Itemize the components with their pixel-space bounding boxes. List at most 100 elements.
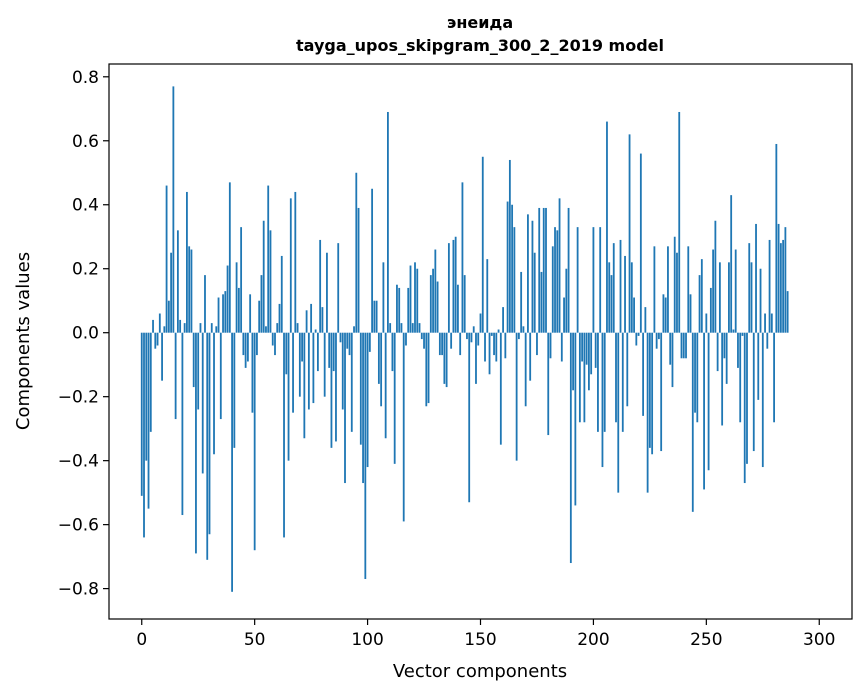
- bar: [639, 153, 642, 333]
- bar: [655, 332, 658, 349]
- bar: [646, 332, 649, 493]
- bar: [732, 329, 735, 333]
- bar: [450, 332, 453, 349]
- bar: [472, 326, 475, 333]
- bar: [274, 332, 276, 356]
- bar: [402, 332, 405, 522]
- bar: [416, 268, 419, 333]
- bar: [495, 332, 498, 362]
- bar: [165, 185, 168, 333]
- bar: [696, 332, 699, 423]
- bar: [502, 307, 504, 333]
- bar: [294, 191, 297, 333]
- y-tick-label: −0.8: [58, 580, 99, 600]
- bar: [752, 332, 755, 452]
- bar: [651, 332, 654, 455]
- bar: [283, 332, 285, 538]
- bar: [624, 255, 626, 333]
- bar: [454, 236, 457, 333]
- bar: [210, 323, 213, 333]
- bar: [700, 259, 703, 333]
- bar: [296, 323, 299, 333]
- x-tick-label: 200: [577, 630, 609, 650]
- bar: [513, 227, 516, 333]
- bar: [244, 332, 247, 368]
- bar: [276, 323, 279, 333]
- bar: [734, 249, 737, 333]
- bar: [626, 332, 629, 407]
- bar: [547, 332, 550, 436]
- x-tick-label: 300: [803, 630, 835, 650]
- bar: [427, 332, 430, 404]
- bar: [405, 332, 407, 346]
- bar: [235, 262, 238, 333]
- bar: [558, 198, 561, 333]
- bar: [411, 323, 414, 333]
- bar: [563, 297, 565, 333]
- bar: [328, 332, 331, 368]
- bar: [237, 287, 240, 333]
- bar: [271, 332, 274, 346]
- bar: [676, 252, 678, 333]
- bar: [685, 332, 687, 359]
- bar: [529, 332, 532, 381]
- bar: [147, 332, 150, 509]
- bar: [400, 323, 403, 333]
- bar: [319, 239, 322, 333]
- bar: [786, 291, 789, 333]
- bar: [592, 227, 595, 333]
- bar: [457, 284, 459, 333]
- bar: [678, 111, 681, 333]
- bar: [326, 252, 328, 333]
- bar: [750, 262, 753, 333]
- bar: [556, 230, 559, 333]
- bar: [337, 243, 340, 333]
- bar: [594, 332, 597, 368]
- bar: [490, 332, 493, 336]
- bar: [583, 332, 586, 423]
- bar: [384, 332, 387, 439]
- y-tick-label: 0.8: [72, 68, 99, 88]
- bar: [256, 332, 258, 356]
- bar: [204, 275, 206, 333]
- bar: [572, 332, 574, 391]
- bar: [362, 332, 364, 484]
- bar: [560, 332, 563, 362]
- bar: [246, 332, 249, 362]
- x-axis-label: Vector components: [393, 661, 567, 682]
- bar: [240, 227, 243, 333]
- bar: [619, 239, 622, 333]
- y-tick-label: 0.4: [72, 196, 99, 216]
- bar: [438, 332, 441, 356]
- bar: [459, 332, 462, 356]
- bar: [344, 332, 346, 484]
- ticks-group: 0 50 100 150 200 250 300 −0.8 −0.6 −0.4 −0.2 0.0 0.2…: [58, 68, 836, 650]
- bar: [520, 271, 523, 333]
- bar: [183, 323, 186, 333]
- bar: [323, 332, 326, 397]
- bar: [694, 332, 696, 413]
- bar: [506, 201, 509, 333]
- bar: [757, 332, 760, 400]
- bar: [486, 259, 489, 333]
- y-tick-label: −0.4: [58, 452, 99, 472]
- bar: [718, 262, 721, 333]
- bar: [664, 297, 667, 333]
- bar: [335, 332, 337, 442]
- bar: [705, 313, 708, 333]
- bar: [764, 313, 766, 333]
- y-tick-label: 0.6: [72, 132, 99, 152]
- bar: [233, 332, 236, 448]
- bar: [466, 332, 468, 340]
- bar: [615, 332, 617, 423]
- bar: [782, 239, 785, 333]
- bar: [567, 207, 570, 333]
- bar: [667, 246, 669, 333]
- bar: [770, 313, 773, 333]
- bar: [231, 332, 233, 592]
- bar: [671, 332, 674, 388]
- bar: [409, 265, 412, 333]
- bar: [391, 332, 394, 372]
- bar: [452, 239, 455, 333]
- bar: [269, 230, 272, 333]
